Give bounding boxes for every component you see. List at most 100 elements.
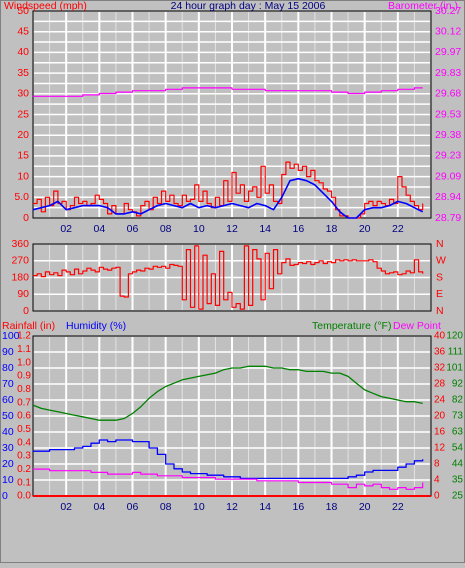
celsius-tick-label: 0 xyxy=(434,491,440,502)
temperature-tick-label: 44 xyxy=(452,459,464,470)
celsius-tick-label: 8 xyxy=(434,459,440,470)
wind-panel-x-tick-22: 22 xyxy=(392,223,404,235)
direction-tick-label: 180 xyxy=(11,271,29,283)
humidity-tick-label: 90 xyxy=(2,346,14,358)
windspeed-tick-label: 5.0 xyxy=(14,191,29,203)
temperature-tick-label: 111 xyxy=(448,347,464,358)
rainfall-tick-label: 0.2 xyxy=(17,464,31,475)
celsius-tick-label: 16 xyxy=(434,427,446,438)
direction-tick-label: 0 xyxy=(23,305,29,317)
wind-direction-series-line xyxy=(33,245,424,310)
rainfall-tick-label: 0.0 xyxy=(17,491,31,502)
chart-title: 24 hour graph day : May 15 2006 xyxy=(171,0,326,12)
rainfall-axis-label: Rainfall (in) xyxy=(2,320,55,332)
humidity-tick-label: 0 xyxy=(2,490,8,502)
climate-panel-x-tick-12: 12 xyxy=(226,501,238,513)
direction-tick-label: 360 xyxy=(11,238,29,250)
rainfall-tick-label: 0.9 xyxy=(17,371,31,382)
wind-panel-x-tick-12: 12 xyxy=(226,223,238,235)
climate-panel-x-tick-06: 06 xyxy=(127,501,139,513)
wind-panel-x-tick-08: 08 xyxy=(160,223,172,235)
dewpoint-axis-label: Dew Point xyxy=(393,320,441,332)
celsius-tick-label: 32 xyxy=(434,363,446,374)
humidity-tick-label: 60 xyxy=(2,394,14,406)
celsius-tick-label: 40 xyxy=(434,331,446,342)
climate-panel-x-tick-04: 04 xyxy=(93,501,105,513)
rainfall-tick-label: 0.6 xyxy=(17,411,31,422)
barometer-tick-label: 30.12 xyxy=(435,25,461,37)
wind-panel-x-tick-06: 06 xyxy=(127,223,139,235)
rainfall-tick-label: 1.2 xyxy=(17,331,31,342)
compass-tick-label: N xyxy=(436,305,444,317)
barometer-tick-label: 29.38 xyxy=(435,129,461,141)
rainfall-tick-label: 0.3 xyxy=(17,451,31,462)
barometer-series-line xyxy=(33,87,423,97)
direction-tick-label: 90 xyxy=(17,288,29,300)
barometer-tick-label: 28.94 xyxy=(435,191,461,203)
temperature-tick-label: 92 xyxy=(452,379,464,390)
humidity-tick-label: 40 xyxy=(2,426,14,438)
temperature-tick-label: 73 xyxy=(452,411,464,422)
climate-panel-x-tick-20: 20 xyxy=(359,501,371,513)
celsius-tick-label: 12 xyxy=(434,443,446,454)
windspeed-tick-label: 30 xyxy=(17,88,29,100)
humidity-tick-label: 20 xyxy=(2,458,14,470)
humidity-tick-label: 30 xyxy=(2,442,14,454)
climate-panel-x-tick-14: 14 xyxy=(259,501,271,513)
celsius-tick-label: 4 xyxy=(434,475,440,486)
rainfall-tick-label: 0.7 xyxy=(17,397,31,408)
humidity-tick-label: 80 xyxy=(2,362,14,374)
direction-tick-label: 270 xyxy=(11,255,29,267)
wind-panel-x-tick-10: 10 xyxy=(193,223,205,235)
temperature-tick-label: 63 xyxy=(452,427,464,438)
climate-panel-x-tick-16: 16 xyxy=(292,501,304,513)
windspeed-axis-label: Windspeed (mph) xyxy=(4,0,87,12)
temperature-tick-label: 35 xyxy=(452,475,464,486)
humidity-series-line xyxy=(33,439,424,480)
rainfall-tick-label: 0.8 xyxy=(17,384,31,395)
humidity-axis-label: Humidity (%) xyxy=(66,320,126,332)
celsius-tick-label: 24 xyxy=(434,395,446,406)
barometer-tick-label: 29.97 xyxy=(435,46,461,58)
barometer-tick-label: 29.68 xyxy=(435,88,461,100)
compass-tick-label: N xyxy=(436,238,444,250)
wind-panel-x-tick-16: 16 xyxy=(292,223,304,235)
temperature-tick-label: 120 xyxy=(446,331,463,342)
dewpoint-series-line xyxy=(33,468,424,490)
barometer-tick-label: 29.23 xyxy=(435,150,461,162)
wind-panel-x-tick-18: 18 xyxy=(326,223,338,235)
barometer-tick-label: 29.09 xyxy=(435,170,461,182)
humidity-tick-label: 70 xyxy=(2,378,14,390)
rainfall-tick-label: 0.5 xyxy=(17,424,31,435)
barometer-tick-label: 30.27 xyxy=(435,5,461,17)
compass-tick-label: S xyxy=(436,271,443,283)
barometer-axis-label: Barometer (in.) xyxy=(388,0,458,12)
windspeed-tick-label: 10 xyxy=(17,170,29,182)
humidity-tick-label: 10 xyxy=(2,474,14,486)
windspeed-tick-label: 35 xyxy=(17,67,29,79)
barometer-tick-label: 28.79 xyxy=(435,212,461,224)
windspeed-tick-label: 45 xyxy=(17,25,29,37)
humidity-tick-label: 100 xyxy=(2,330,20,342)
temperature-series-line xyxy=(32,365,423,421)
climate-panel-x-tick-02: 02 xyxy=(60,501,72,513)
wind-panel-x-tick-14: 14 xyxy=(259,223,271,235)
temperature-tick-label: 25 xyxy=(452,491,464,502)
celsius-tick-label: 20 xyxy=(434,411,446,422)
compass-tick-label: W xyxy=(436,255,446,267)
rainfall-tick-label: 1.1 xyxy=(17,344,31,355)
windspeed-tick-label: 20 xyxy=(17,129,29,141)
temperature-tick-label: 101 xyxy=(446,363,463,374)
wind-panel-x-tick-02: 02 xyxy=(60,223,72,235)
barometer-tick-label: 29.83 xyxy=(435,67,461,79)
celsius-tick-label: 28 xyxy=(434,379,446,390)
windspeed-series-line xyxy=(33,161,424,219)
humidity-tick-label: 50 xyxy=(2,410,14,422)
climate-panel-x-tick-22: 22 xyxy=(392,501,404,513)
temperature-axis-label: Temperature (°F) xyxy=(312,320,391,332)
celsius-tick-label: 36 xyxy=(434,347,446,358)
climate-panel-x-tick-18: 18 xyxy=(326,501,338,513)
wind-panel-x-tick-04: 04 xyxy=(93,223,105,235)
windspeed-tick-label: 50 xyxy=(17,5,29,17)
